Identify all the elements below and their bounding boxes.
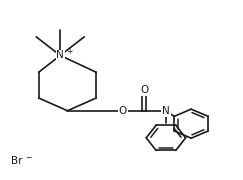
Text: N: N bbox=[56, 50, 64, 60]
Text: Br: Br bbox=[11, 156, 23, 166]
Text: O: O bbox=[119, 106, 127, 116]
Text: +: + bbox=[66, 47, 73, 56]
Text: −: − bbox=[25, 153, 32, 162]
Text: O: O bbox=[140, 85, 148, 95]
Text: N: N bbox=[162, 106, 170, 116]
